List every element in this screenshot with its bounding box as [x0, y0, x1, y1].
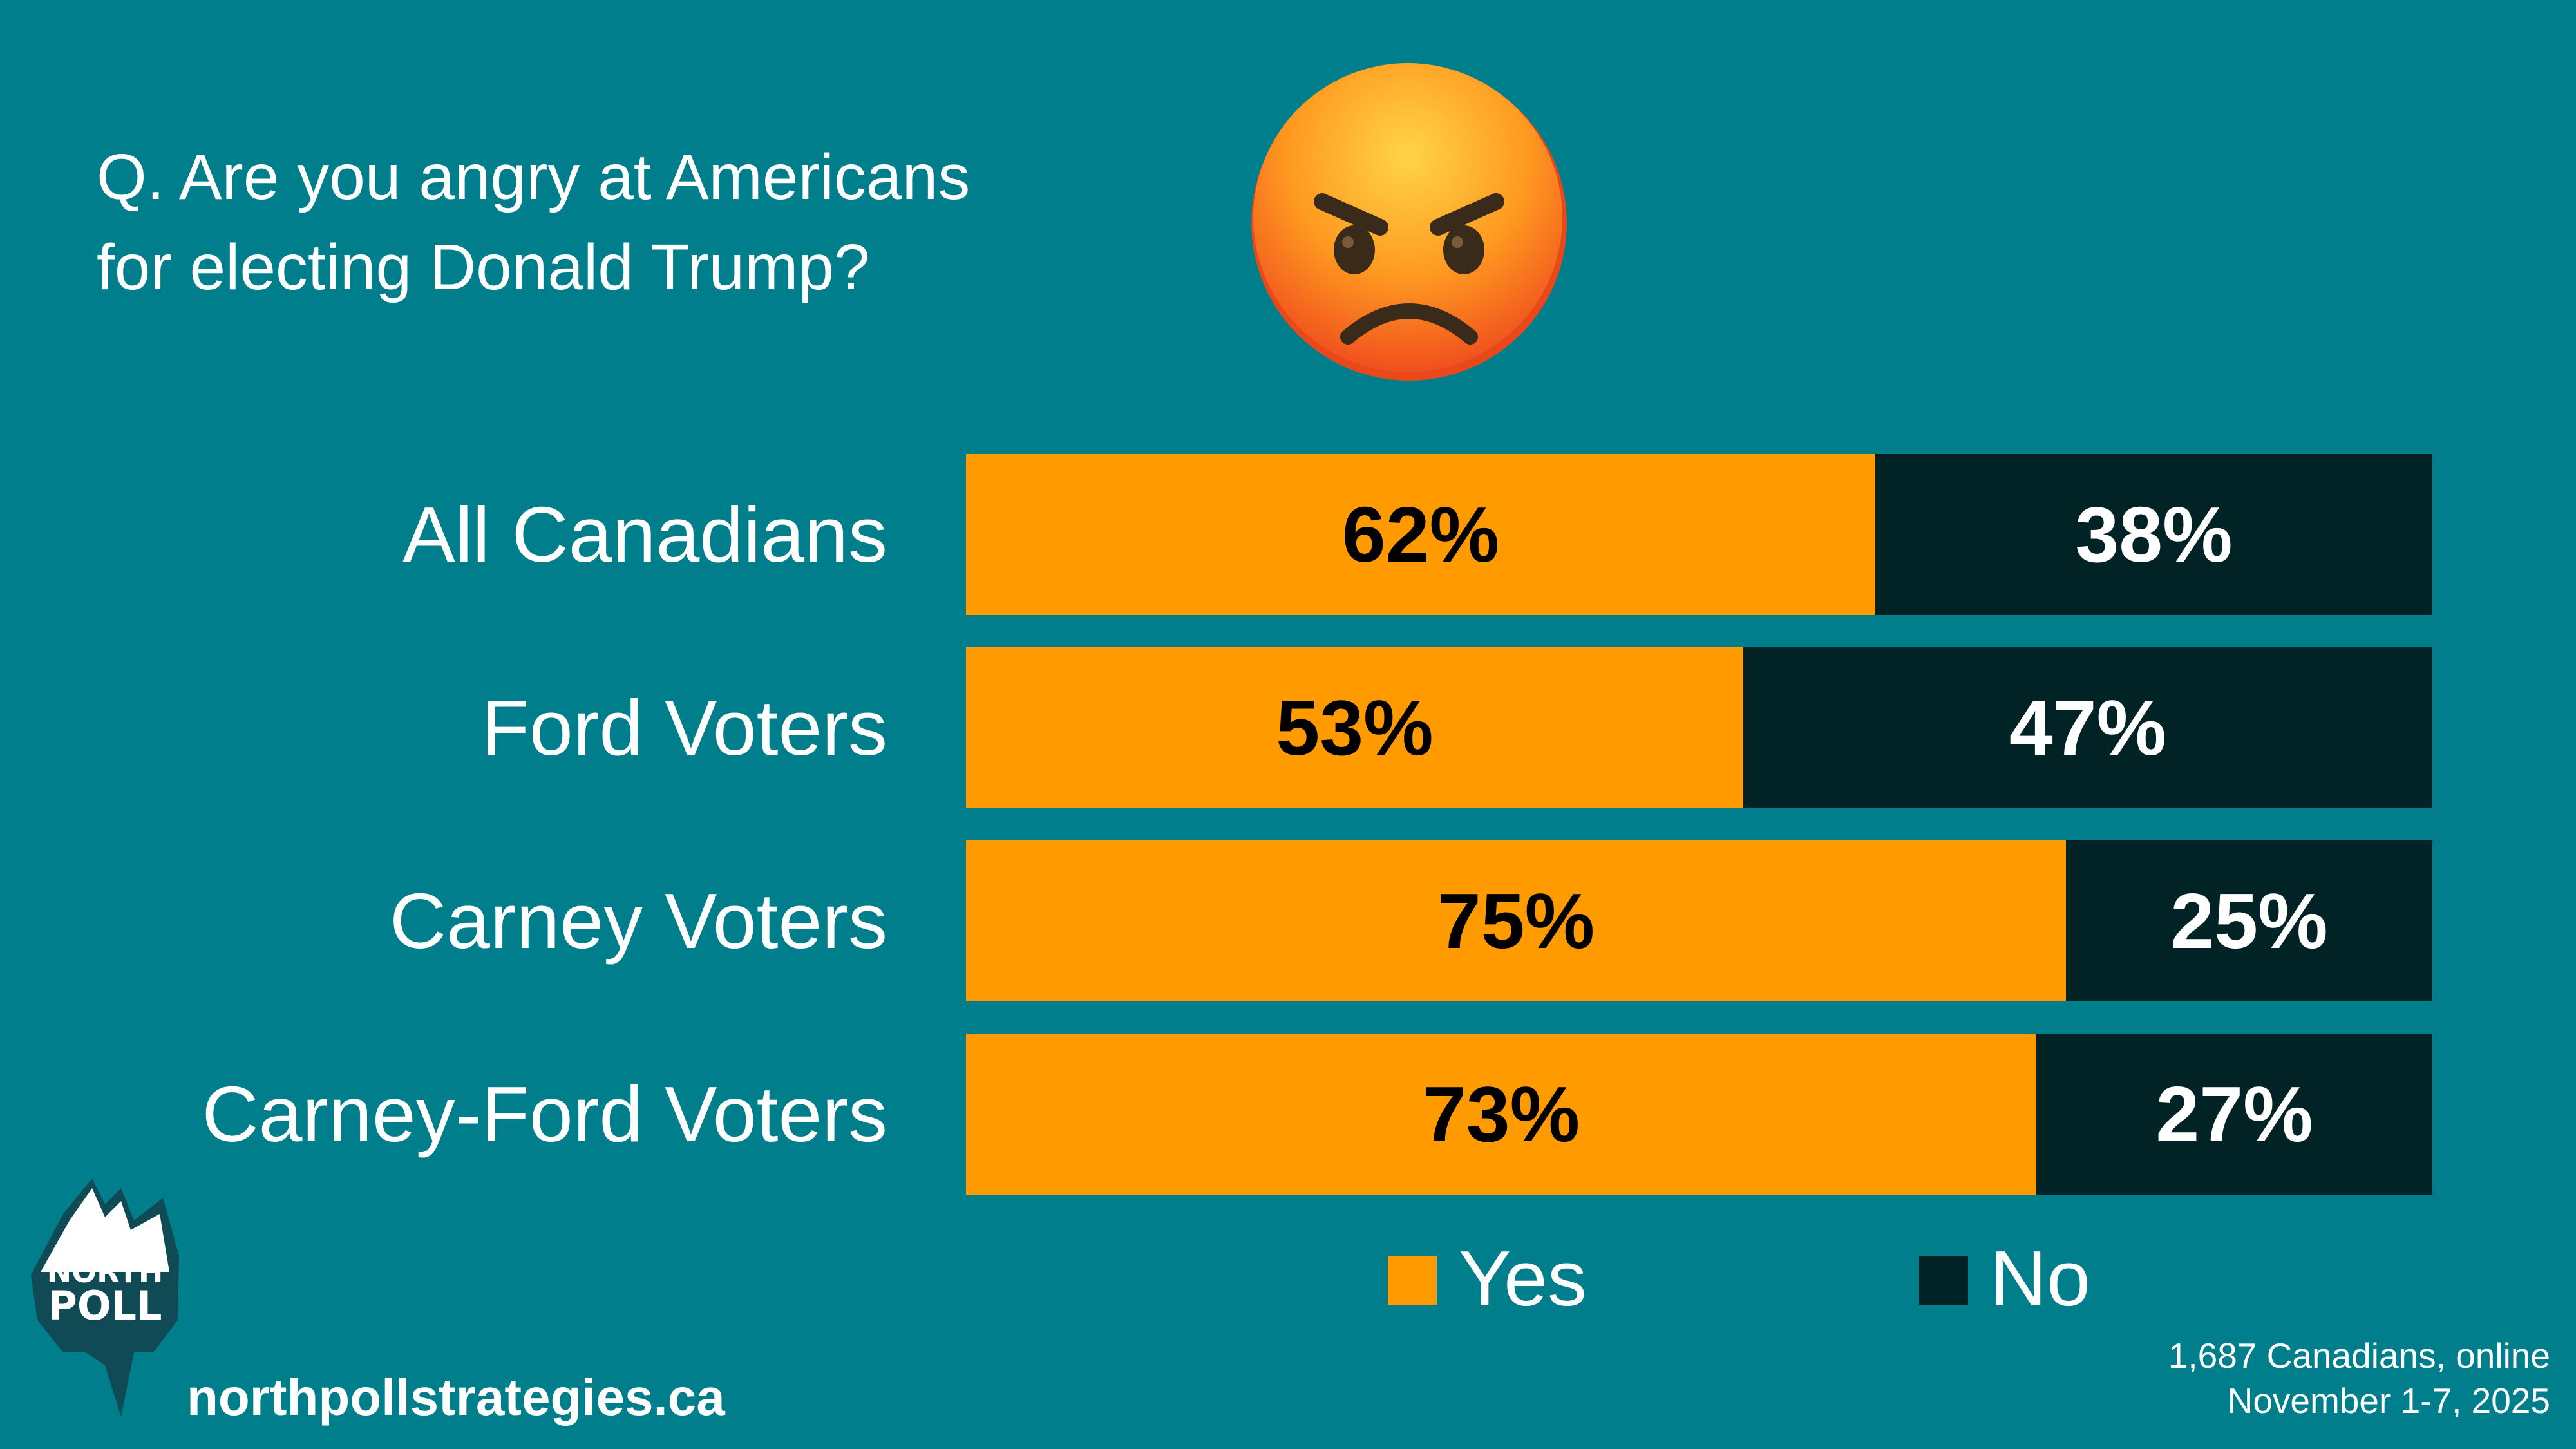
category-label: Ford Voters — [481, 684, 887, 772]
logo-text-line2: POLL — [48, 1282, 162, 1329]
bar-yes-4 — [966, 1034, 2036, 1195]
value-label-yes-2: 53% — [1276, 684, 1434, 772]
category-label: Carney-Ford Voters — [202, 1070, 887, 1158]
legend-yes-swatch — [1388, 1256, 1437, 1305]
bar-yes-1 — [966, 454, 1875, 615]
legend-yes-label: Yes — [1459, 1235, 1587, 1322]
category-label: All Canadians — [402, 491, 887, 578]
legend-no-swatch — [1919, 1256, 1968, 1305]
logo-text-line1: NORTH — [46, 1255, 164, 1289]
value-label-yes-4: 73% — [1422, 1070, 1580, 1158]
bar-no-2 — [1743, 647, 2432, 808]
bar-no-4 — [2036, 1034, 2432, 1195]
website-link[interactable]: northpollstrategies.ca — [187, 1368, 725, 1426]
bar-no-3 — [2066, 840, 2432, 1001]
value-label-no-3: 25% — [2170, 877, 2328, 965]
iceberg-logo-icon — [31, 1179, 179, 1417]
value-label-yes-3: 75% — [1437, 877, 1595, 965]
source-note: 1,687 Canadians, online November 1-7, 20… — [2168, 1336, 2550, 1421]
value-label-no-2: 47% — [2009, 684, 2167, 772]
value-label-no-1: 38% — [2075, 491, 2233, 578]
angry-face-icon — [1251, 63, 1567, 381]
question-title: Q. Are you angry at Americans for electi… — [97, 141, 971, 303]
value-label-no-4: 27% — [2155, 1070, 2313, 1158]
bar-yes-3 — [966, 840, 2066, 1001]
legend-no-label: No — [1990, 1235, 2090, 1322]
category-label: Carney Voters — [389, 877, 887, 965]
bar-yes-2 — [966, 647, 1743, 808]
bar-no-1 — [1875, 454, 2432, 615]
value-label-yes-1: 62% — [1341, 491, 1500, 578]
